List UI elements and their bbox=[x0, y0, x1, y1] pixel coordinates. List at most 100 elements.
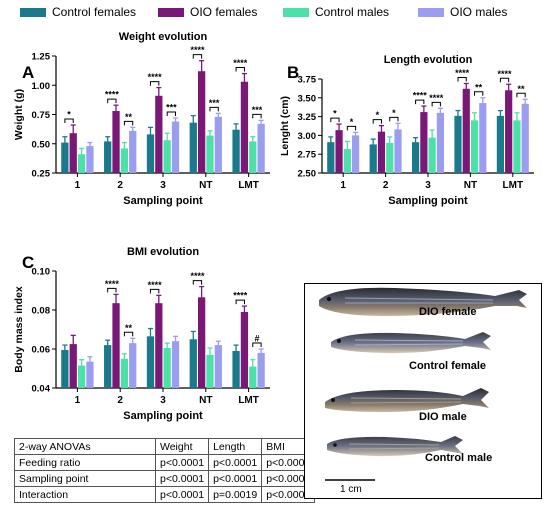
fish-control-female-image bbox=[331, 332, 491, 354]
significance-bracket bbox=[330, 117, 340, 123]
y-tick-label: 3.00 bbox=[298, 131, 317, 142]
significance-label: # bbox=[254, 334, 259, 344]
bar bbox=[257, 352, 265, 388]
x-axis-label: Sampling point bbox=[123, 410, 203, 422]
x-axis-label: Sampling point bbox=[123, 195, 203, 207]
bar bbox=[377, 131, 386, 173]
legend: Control females OIO females Control male… bbox=[0, 0, 550, 24]
bar bbox=[232, 350, 240, 388]
significance-label: **** bbox=[148, 280, 163, 290]
fish-control-male-image bbox=[327, 436, 463, 457]
significance-bracket bbox=[346, 125, 357, 131]
significance-label: ** bbox=[518, 84, 526, 94]
significance-bracket bbox=[431, 101, 441, 107]
anova-cell: p<0.0001 bbox=[208, 454, 263, 471]
significance-label: **** bbox=[148, 72, 163, 82]
bar bbox=[496, 115, 505, 173]
significance-label: *** bbox=[209, 98, 220, 108]
significance-label: **** bbox=[105, 90, 120, 100]
bar bbox=[171, 341, 180, 388]
legend-swatch bbox=[418, 7, 444, 17]
bar bbox=[104, 141, 112, 173]
bar bbox=[206, 135, 214, 173]
fish-photo-panel: DIO female Control female DIO male Contr… bbox=[304, 283, 542, 499]
bar bbox=[112, 303, 120, 388]
bar bbox=[386, 142, 394, 173]
anova-table: 2-way ANOVAs Weight Length BMI Feeding r… bbox=[14, 438, 316, 503]
fish-dio-female-image bbox=[319, 287, 527, 316]
significance-bracket bbox=[192, 54, 203, 59]
bar bbox=[335, 130, 343, 173]
significance-label: **** bbox=[233, 58, 248, 68]
significance-bracket bbox=[123, 120, 134, 126]
anova-cell: Sampling point bbox=[14, 470, 156, 487]
bar bbox=[77, 154, 86, 173]
anova-cell: Interaction bbox=[14, 486, 156, 503]
bar bbox=[61, 142, 69, 173]
bar bbox=[343, 148, 351, 173]
bar bbox=[462, 88, 470, 173]
y-tick-label: 1.25 bbox=[32, 52, 51, 63]
bar bbox=[146, 134, 155, 173]
x-tick-label: 2 bbox=[117, 180, 123, 191]
x-tick-label: NT bbox=[199, 395, 212, 406]
significance-label: * bbox=[67, 110, 71, 120]
bar bbox=[369, 144, 377, 173]
bar bbox=[214, 345, 222, 388]
legend-item-oio-males: OIO males bbox=[418, 5, 507, 19]
panel-letter-a: A bbox=[22, 63, 34, 82]
fish-label-control-male: Control male bbox=[425, 452, 492, 464]
bar bbox=[479, 103, 487, 173]
significance-label: **** bbox=[105, 279, 120, 289]
anova-cell: p<0.0001 bbox=[261, 454, 316, 471]
anova-header-cell: Length bbox=[208, 438, 263, 455]
bar bbox=[86, 146, 94, 173]
significance-label: **** bbox=[413, 91, 428, 101]
bar bbox=[470, 120, 479, 173]
x-tick-label: 3 bbox=[425, 180, 431, 191]
significance-label: *** bbox=[252, 105, 263, 115]
significance-label: **** bbox=[429, 93, 444, 103]
legend-item-control-males: Control males bbox=[283, 5, 389, 19]
bar bbox=[86, 361, 94, 388]
bar bbox=[120, 148, 129, 173]
x-tick-label: 1 bbox=[75, 395, 81, 406]
x-tick-label: 1 bbox=[340, 180, 346, 191]
significance-bracket bbox=[389, 116, 399, 122]
fish-photo-canvas: DIO female Control female DIO male Contr… bbox=[319, 287, 527, 495]
significance-label: **** bbox=[190, 271, 205, 281]
significance-bracket bbox=[372, 119, 382, 124]
y-tick-label: 0.25 bbox=[32, 169, 51, 180]
bar bbox=[197, 71, 206, 173]
scale-bar-label: 1 cm bbox=[340, 484, 362, 495]
bar bbox=[394, 129, 402, 173]
anova-cell: p=0.0019 bbox=[208, 486, 263, 503]
anova-header-cell: BMI bbox=[261, 438, 316, 455]
fish-dio-male-image bbox=[325, 388, 489, 412]
bar bbox=[521, 103, 529, 173]
x-tick-label: LMT bbox=[238, 180, 259, 191]
significance-label: ** bbox=[125, 323, 133, 333]
bar bbox=[112, 110, 120, 173]
bar bbox=[206, 354, 214, 388]
legend-label: Control males bbox=[315, 5, 390, 19]
significance-bracket bbox=[166, 111, 177, 117]
bar bbox=[163, 140, 171, 173]
bar bbox=[249, 366, 257, 388]
x-tick-label: 3 bbox=[160, 180, 166, 191]
y-axis-label: Weight (g) bbox=[13, 89, 25, 140]
significance-bracket bbox=[123, 331, 134, 337]
significance-label: * bbox=[350, 117, 354, 127]
y-tick-label: 2.50 bbox=[298, 169, 317, 180]
anova-cell: p<0.0001 bbox=[208, 470, 263, 487]
legend-label: Control females bbox=[52, 5, 137, 19]
legend-swatch bbox=[158, 7, 184, 17]
bar bbox=[189, 122, 197, 173]
significance-label: **** bbox=[498, 69, 513, 79]
significance-bracket bbox=[107, 98, 117, 104]
bar bbox=[240, 81, 249, 173]
bar bbox=[232, 129, 240, 173]
significance-bracket bbox=[252, 342, 262, 347]
y-tick-label: 0.04 bbox=[32, 384, 51, 395]
